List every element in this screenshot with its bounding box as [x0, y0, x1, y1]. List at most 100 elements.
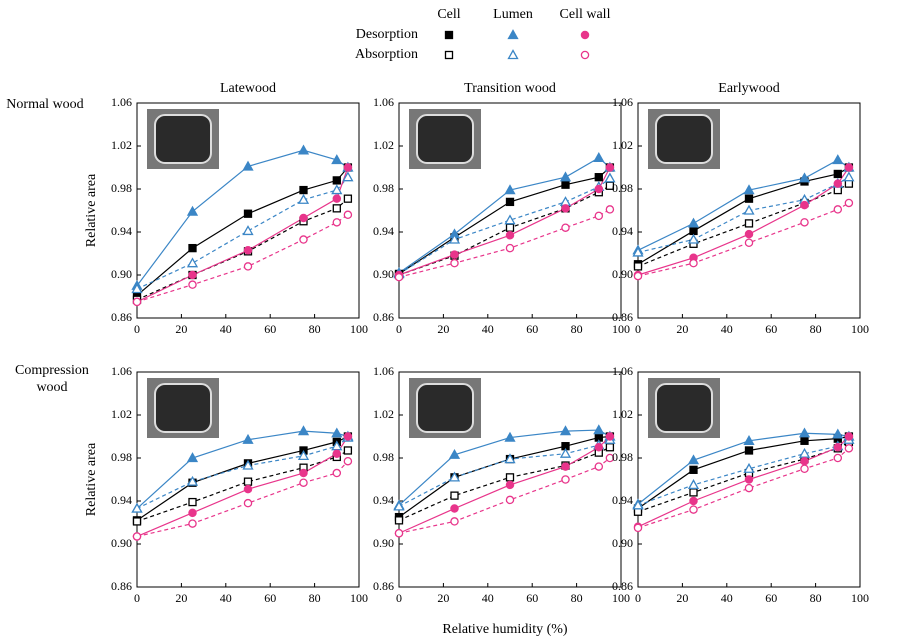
plot-frame	[637, 102, 861, 319]
marker	[188, 508, 197, 518]
y-tick-label: 0.86	[612, 579, 633, 593]
marker	[186, 475, 199, 486]
inset-image	[416, 383, 474, 433]
marker	[833, 169, 842, 179]
series-line	[136, 167, 349, 303]
x-tick-label: 40	[721, 591, 733, 605]
marker	[633, 523, 643, 533]
marker	[594, 462, 604, 471]
marker	[798, 427, 811, 438]
series-line	[136, 198, 349, 301]
series-line	[398, 439, 611, 507]
marker	[332, 218, 342, 227]
legend-header: Cell	[437, 7, 460, 22]
marker	[559, 171, 572, 182]
marker	[800, 436, 809, 445]
series-line	[637, 176, 850, 254]
x-tick-label: 0	[635, 591, 641, 605]
chart-title: Earlywood	[718, 81, 779, 96]
marker	[605, 432, 615, 441]
marker	[188, 243, 197, 253]
marker	[243, 209, 253, 218]
inset-image	[655, 114, 713, 164]
chart-title: Latewood	[220, 81, 276, 96]
marker	[844, 163, 854, 172]
marker	[188, 519, 197, 528]
chart-title: Transition wood	[464, 81, 556, 96]
x-tick-label: 100	[612, 322, 630, 336]
x-tick-label: 20	[175, 591, 187, 605]
marker	[505, 197, 515, 207]
y-tick-label: 1.06	[612, 95, 633, 109]
legend-label: Desorption	[356, 27, 418, 42]
marker	[594, 173, 603, 182]
marker	[798, 172, 811, 183]
marker	[505, 243, 515, 253]
x-tick-label: 80	[571, 322, 583, 336]
marker	[504, 184, 516, 195]
plot-frame	[136, 371, 360, 588]
marker	[343, 194, 353, 203]
legend-marker	[507, 29, 519, 40]
marker	[744, 194, 754, 203]
marker	[132, 517, 142, 526]
marker	[594, 442, 604, 452]
marker	[297, 450, 310, 460]
y-tick-label: 0.90	[373, 536, 394, 550]
marker	[131, 502, 143, 513]
marker	[448, 233, 461, 244]
marker	[504, 214, 516, 225]
x-tick-label: 100	[851, 322, 869, 336]
marker	[605, 453, 615, 463]
marker	[833, 205, 843, 214]
marker	[299, 213, 308, 223]
series-line	[136, 436, 349, 538]
y-tick-label: 0.86	[373, 310, 394, 324]
marker	[243, 262, 253, 271]
series-line	[136, 435, 349, 521]
y-tick-label: 1.06	[612, 364, 633, 378]
y-tick-label: 1.06	[111, 364, 132, 378]
x-tick-label: 100	[350, 322, 368, 336]
marker	[343, 163, 353, 172]
x-tick-label: 20	[175, 322, 187, 336]
series-line	[398, 185, 611, 276]
marker	[297, 144, 310, 155]
y-tick-label: 0.98	[612, 181, 633, 195]
marker	[559, 425, 572, 436]
series-line	[136, 214, 349, 303]
series-line	[398, 457, 611, 534]
x-tick-label: 40	[721, 322, 733, 336]
marker	[832, 428, 844, 439]
y-tick-label: 0.94	[612, 224, 633, 238]
marker	[243, 484, 253, 494]
x-tick-label: 40	[220, 591, 232, 605]
marker	[594, 184, 604, 194]
marker	[689, 505, 698, 514]
marker	[331, 427, 343, 438]
marker	[331, 154, 343, 165]
series-line	[637, 167, 850, 276]
marker	[242, 459, 254, 470]
x-tick-label: 40	[482, 591, 494, 605]
marker	[394, 516, 404, 525]
marker	[297, 425, 310, 436]
x-tick-label: 20	[676, 322, 688, 336]
x-tick-label: 0	[635, 322, 641, 336]
series-line	[398, 177, 611, 275]
marker	[297, 193, 310, 204]
y-tick-label: 0.86	[612, 310, 633, 324]
x-tick-label: 80	[309, 322, 321, 336]
marker	[186, 452, 199, 463]
x-tick-label: 40	[220, 322, 232, 336]
marker	[343, 432, 353, 441]
x-tick-label: 100	[612, 591, 630, 605]
y-tick-label: 0.98	[373, 181, 394, 195]
marker	[561, 475, 570, 484]
y-tick-label: 0.94	[612, 493, 633, 507]
marker	[743, 462, 755, 473]
series-line	[136, 167, 349, 296]
marker	[243, 477, 253, 486]
marker	[687, 217, 700, 228]
